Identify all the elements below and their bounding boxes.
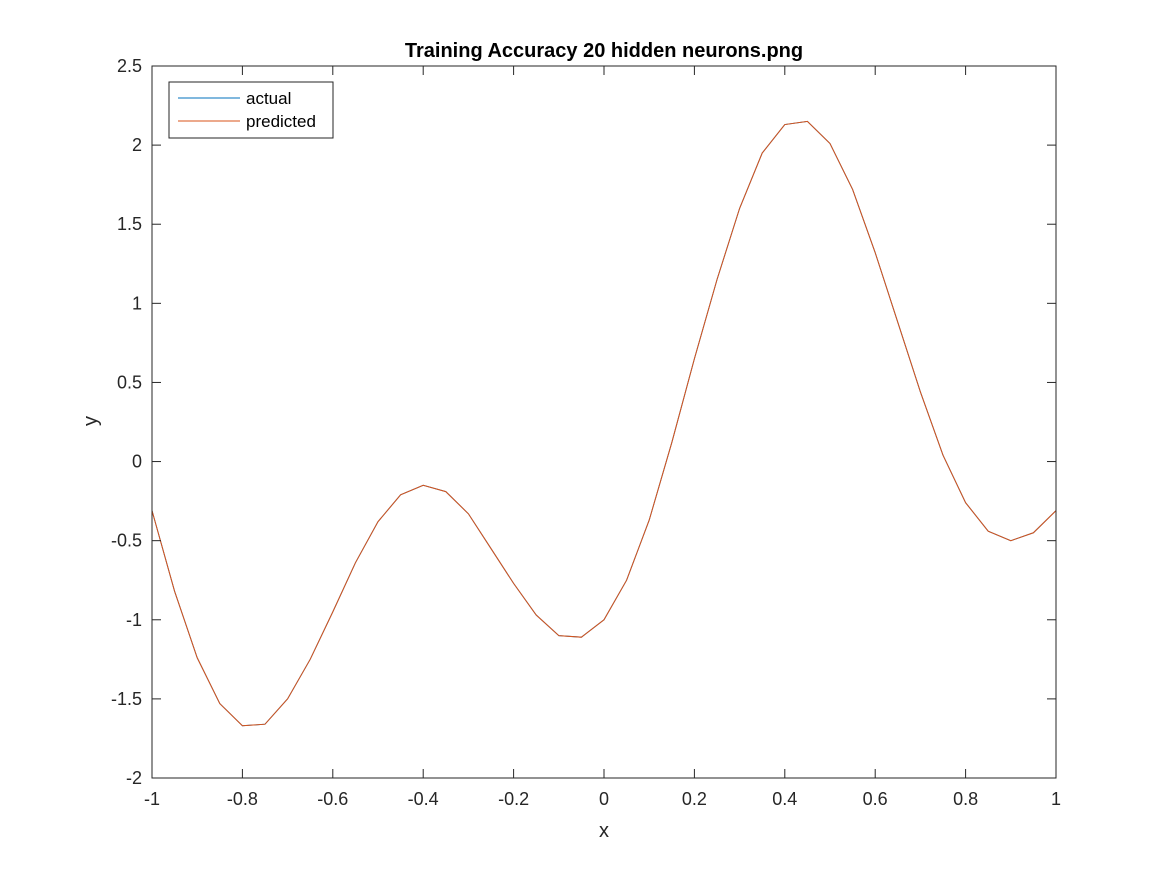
x-tick-label: 0.8 (953, 789, 978, 809)
y-tick-label: -1 (126, 610, 142, 630)
x-tick-label: 1 (1051, 789, 1061, 809)
y-tick-label: 2.5 (117, 56, 142, 76)
y-tick-label: 1 (132, 293, 142, 313)
x-tick-label: -1 (144, 789, 160, 809)
x-tick-labels: -1 -0.8 -0.6 -0.4 -0.2 0 0.2 0.4 0.6 0.8 1 (144, 789, 1061, 809)
y-tick-label: -0.5 (111, 531, 142, 551)
legend-label-actual: actual (246, 89, 291, 108)
series-line-predicted (151, 120, 1057, 727)
y-tick-label: -2 (126, 768, 142, 788)
plot-area (152, 66, 1056, 778)
legend-label-predicted: predicted (246, 112, 316, 131)
x-tick-label: -0.2 (498, 789, 529, 809)
x-tick-label: -0.8 (227, 789, 258, 809)
x-tick-label: 0.2 (682, 789, 707, 809)
legend-box (168, 81, 334, 139)
chart-title: Training Accuracy 20 hidden neurons.png (405, 40, 803, 62)
y-axis-label: y (80, 416, 102, 426)
y-tick-label: 2 (132, 135, 142, 155)
x-tick-label: -0.4 (408, 789, 439, 809)
series-layer (151, 120, 1057, 727)
y-tick-label: 0 (132, 452, 142, 472)
y-tick-label: -1.5 (111, 689, 142, 709)
legend: actual predicted (168, 81, 334, 139)
x-tick-label: -0.6 (317, 789, 348, 809)
y-tick-label: 0.5 (117, 372, 142, 392)
x-axis-label: x (599, 820, 609, 842)
y-tick-label: 1.5 (117, 214, 142, 234)
x-tick-label: 0.4 (772, 789, 797, 809)
x-tick-label: 0.6 (863, 789, 888, 809)
x-tick-label: 0 (599, 789, 609, 809)
plot-frame (151, 65, 1057, 779)
y-tick-labels: -2 -1.5 -1 -0.5 0 0.5 1 1.5 2 2.5 (111, 56, 142, 788)
